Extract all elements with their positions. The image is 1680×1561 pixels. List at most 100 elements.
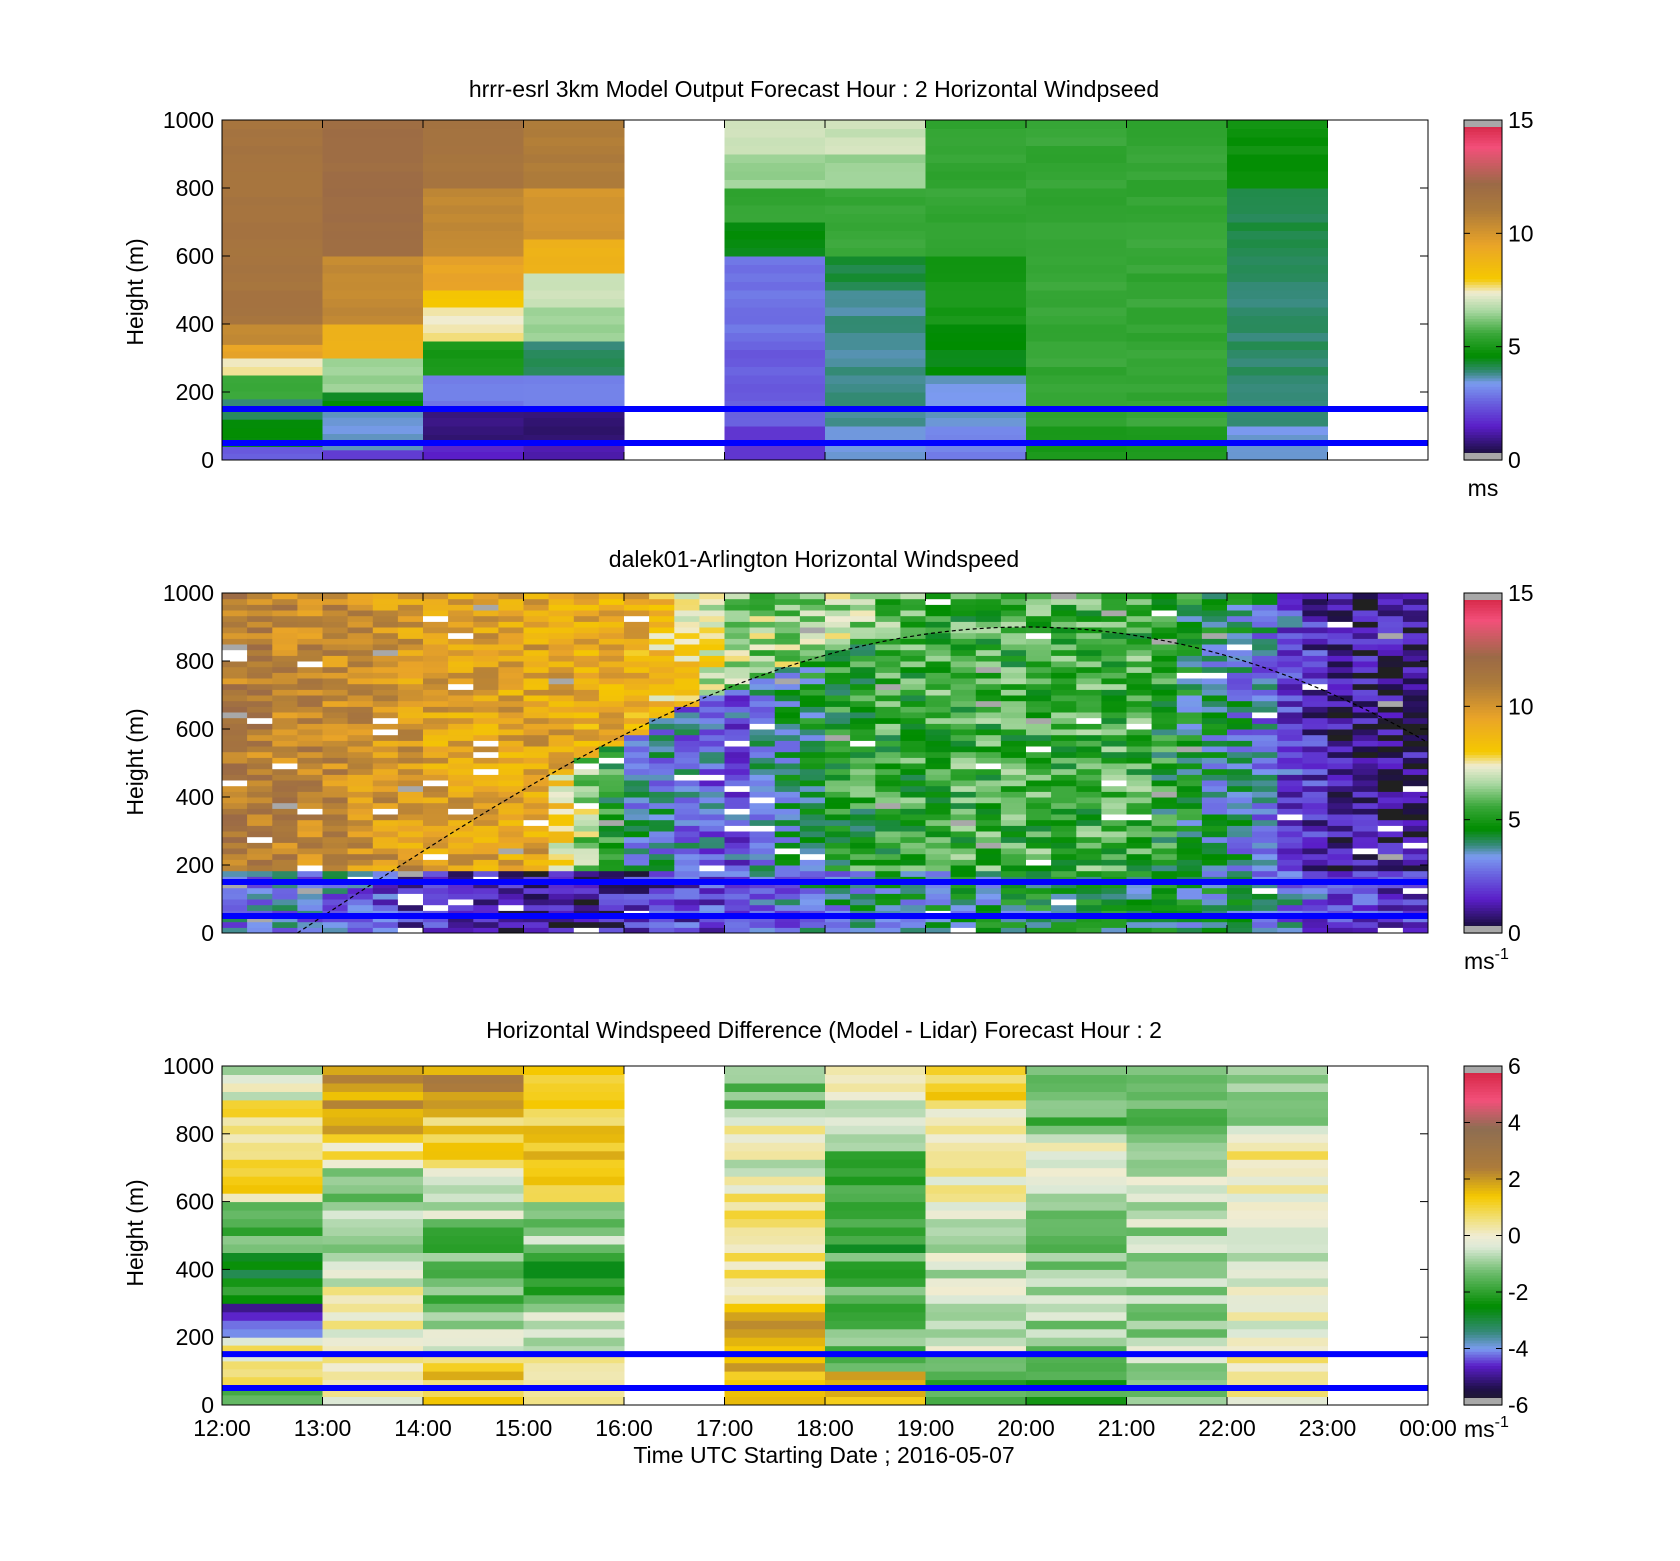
heatmap-cell <box>1051 842 1077 849</box>
heatmap-cell <box>548 610 575 617</box>
heatmap-cell <box>749 882 776 889</box>
heatmap-cell <box>749 740 776 747</box>
heatmap-cell <box>598 921 625 928</box>
heatmap-cell <box>624 638 650 645</box>
heatmap-cell <box>347 870 374 877</box>
heatmap-cell <box>674 825 700 832</box>
colorbar-segment <box>1464 131 1502 135</box>
heatmap-cell <box>1101 802 1127 809</box>
heatmap-cell <box>1227 831 1253 838</box>
heatmap-cell <box>222 887 248 894</box>
heatmap-cell <box>975 785 1002 792</box>
heatmap-cell <box>1126 683 1153 690</box>
colorbar-segment <box>1464 1235 1502 1239</box>
heatmap-cell <box>297 893 323 900</box>
heatmap-cell <box>1076 695 1102 702</box>
colorbar-segment <box>1464 287 1502 291</box>
heatmap-cell <box>372 797 399 804</box>
heatmap-cell <box>925 1133 1027 1143</box>
heatmap-cell <box>875 661 901 668</box>
heatmap-cell <box>749 774 776 781</box>
heatmap-cell <box>1277 780 1303 787</box>
colorbar-segment <box>1464 777 1502 781</box>
heatmap-cell <box>297 644 323 651</box>
colorbar-segment <box>1464 1277 1502 1282</box>
heatmap-cell <box>372 887 399 894</box>
colorbar-segment <box>1464 346 1502 351</box>
heatmap-cell <box>423 644 449 651</box>
heatmap-cell <box>222 298 323 308</box>
heatmap-cell <box>1026 1142 1127 1152</box>
heatmap-cell <box>1252 683 1278 690</box>
heatmap-cell <box>1227 1133 1328 1143</box>
colorbar-segment <box>1464 1218 1502 1222</box>
heatmap-cell <box>548 621 575 628</box>
heatmap-cell <box>598 734 625 741</box>
heatmap-cell <box>1227 1260 1328 1270</box>
heatmap-cell <box>825 307 926 316</box>
heatmap-cell <box>1227 1150 1328 1160</box>
heatmap-cell <box>1000 831 1027 838</box>
heatmap-cell <box>1377 831 1404 838</box>
heatmap-cell <box>573 785 600 792</box>
heatmap-cell <box>724 757 751 764</box>
heatmap-cell <box>222 334 323 345</box>
heatmap-cell <box>724 831 751 838</box>
heatmap-cell <box>272 621 298 628</box>
heatmap-cell <box>548 723 575 730</box>
heatmap-cell <box>1151 729 1178 736</box>
heatmap-cell <box>724 307 826 316</box>
heatmap-cell <box>724 1311 826 1321</box>
heatmap-cell <box>272 882 298 889</box>
heatmap-cell <box>322 1260 424 1270</box>
heatmap-cell <box>1126 672 1153 679</box>
heatmap-cell <box>1076 615 1102 622</box>
heatmap-cell <box>925 751 952 758</box>
heatmap-cell <box>523 729 550 736</box>
heatmap-cell <box>222 179 323 189</box>
model-y-axis-label: Height (m) <box>122 238 148 345</box>
heatmap-cell <box>1026 678 1052 685</box>
heatmap-cell <box>674 644 700 651</box>
heatmap-cell <box>724 865 751 872</box>
heatmap-cell <box>649 785 675 792</box>
heatmap-cell <box>1252 734 1278 741</box>
heatmap-cell <box>649 644 675 651</box>
heatmap-cell <box>1377 604 1404 611</box>
heatmap-cell <box>247 717 273 724</box>
heatmap-cell <box>1000 921 1027 928</box>
heatmap-cell <box>423 1159 524 1169</box>
heatmap-cell <box>900 859 926 866</box>
heatmap-cell <box>322 1345 424 1355</box>
heatmap-cell <box>825 593 851 600</box>
colorbar-segment <box>1464 437 1502 441</box>
heatmap-cell <box>1000 808 1027 815</box>
heatmap-cell <box>1352 921 1379 928</box>
heatmap-cell <box>1402 899 1429 906</box>
heatmap-cell <box>1101 848 1127 855</box>
heatmap-cell <box>573 763 600 770</box>
heatmap-cell <box>473 763 499 770</box>
heatmap-cell <box>1201 921 1228 928</box>
heatmap-cell <box>950 655 977 662</box>
heatmap-cell <box>900 797 926 804</box>
heatmap-cell <box>397 808 424 815</box>
heatmap-cell <box>1302 916 1328 923</box>
heatmap-cell <box>1277 859 1303 866</box>
heatmap-cell <box>222 1133 323 1143</box>
heatmap-cell <box>1000 853 1027 860</box>
heatmap-cell <box>1026 1133 1127 1143</box>
heatmap-cell <box>1227 1320 1328 1330</box>
heatmap-cell <box>372 751 399 758</box>
heatmap-cell <box>523 604 550 611</box>
heatmap-cell <box>272 893 298 900</box>
colorbar-segment <box>1464 853 1502 858</box>
heatmap-cell <box>222 598 248 605</box>
heatmap-cell <box>1051 632 1077 639</box>
heatmap-cell <box>423 899 449 906</box>
heatmap-cell <box>875 627 901 634</box>
heatmap-cell <box>498 661 524 668</box>
heatmap-cell <box>825 1345 926 1355</box>
heatmap-cell <box>1252 729 1278 736</box>
heatmap-cell <box>1000 621 1027 628</box>
